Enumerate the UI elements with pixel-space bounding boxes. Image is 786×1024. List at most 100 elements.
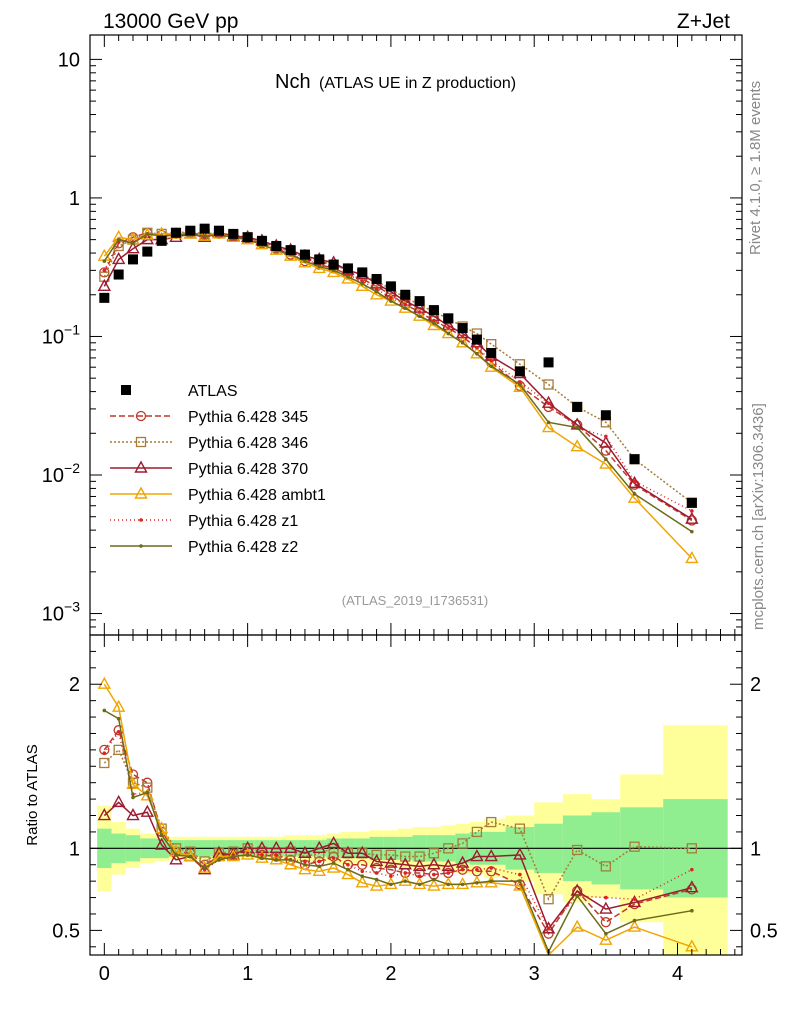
x-tick-label: 3: [529, 963, 540, 985]
atlas-data-point: [199, 223, 210, 234]
ratio-point-5: [374, 877, 379, 882]
series-point-4: [690, 509, 694, 513]
series-point-5: [317, 264, 322, 269]
ratio-point-5: [690, 908, 694, 913]
ratio-point-5: [317, 864, 322, 869]
series-point-3: [541, 420, 556, 433]
ratio-point-5: [518, 879, 522, 883]
atlas-data-point: [170, 227, 181, 238]
atlas-data-point: [600, 410, 611, 421]
series-line-2: [103, 232, 693, 520]
ratio-point-2: [441, 858, 455, 872]
ratio-y-tick-label-right: 2: [750, 674, 761, 696]
ratio-point-4: [489, 866, 494, 870]
ratio-point-2: [326, 835, 341, 849]
ratio-series: [97, 676, 699, 955]
ratio-point-2: [484, 849, 498, 862]
ratio-point-0: [600, 917, 612, 928]
rivet-label: Rivet 4.1.0, ≥ 1.8M events: [747, 81, 764, 255]
ratio-point-5: [389, 882, 393, 887]
series-point-2: [126, 241, 140, 254]
series-point-5: [690, 529, 694, 534]
ratio-point-2: [154, 837, 169, 850]
atlas-data-point: [256, 235, 267, 246]
ratio-point-5: [331, 861, 336, 865]
ratio-point-5: [188, 854, 193, 859]
legend-atlas-marker: [121, 385, 131, 395]
series-point-5: [389, 299, 393, 303]
series-point-3: [484, 359, 498, 372]
y-tick-label: 10: [58, 49, 80, 71]
series-line-1: [103, 230, 693, 504]
atlas-data-point: [543, 357, 554, 368]
ratio-point-2: [355, 845, 369, 858]
ratio-point-1: [471, 826, 483, 838]
series-point-5: [403, 306, 408, 310]
atlas-data-point: [572, 401, 583, 412]
series-point-3: [441, 326, 455, 339]
ratio-point-3: [97, 676, 112, 689]
ratio-point-2: [599, 901, 613, 914]
ratio-point-2: [111, 794, 126, 808]
ratio-point-2: [627, 895, 642, 908]
x-tick-label: 2: [385, 963, 396, 985]
ratio-point-2: [197, 862, 212, 875]
legend: ATLAS Pythia 6.428 345 Pythia 6.428 346 Pyt…: [110, 383, 326, 556]
ratio-point-4: [432, 872, 436, 877]
legend-label-4: Pythia 6.428 z1: [188, 513, 298, 530]
ratio-point-1: [400, 851, 411, 862]
atlas-data-point: [457, 323, 468, 334]
atlas-data-point: [385, 281, 396, 292]
ratio-point-4: [116, 730, 121, 734]
atlas-data-point: [471, 334, 482, 345]
ratio-point-5: [575, 894, 580, 898]
series-point-5: [360, 281, 365, 286]
legend-label-3: Pythia 6.428 ambt1: [188, 487, 326, 504]
ratio-point-4: [303, 859, 307, 864]
ratio-point-1: [514, 823, 526, 834]
atlas-data-point: [443, 313, 454, 324]
x-tick-label: 4: [672, 963, 683, 985]
ratio-point-1: [99, 757, 110, 769]
series-point-4: [475, 345, 479, 350]
ratio-point-5: [274, 858, 279, 862]
series-point-4: [417, 310, 422, 314]
x-tick-label: 1: [242, 963, 253, 985]
ratio-point-4: [274, 853, 279, 857]
ratio-series-clip: [97, 676, 699, 955]
ratio-point-2: [269, 840, 283, 854]
atlas-data-point: [514, 366, 525, 377]
ratio-point-5: [131, 795, 135, 800]
y-tick-label: 1: [69, 188, 80, 210]
ratio-point-3: [341, 867, 355, 880]
ratio-point-1: [457, 838, 468, 849]
legend-marker-4: [139, 518, 143, 522]
ratio-point-5: [432, 877, 436, 882]
ratio-point-3: [111, 699, 126, 712]
ratio-point-1: [371, 849, 382, 861]
atlas-data-point: [686, 497, 697, 508]
ratio-point-5: [245, 853, 250, 857]
ratio-point-3: [369, 878, 384, 891]
series-point-4: [604, 434, 608, 439]
atlas-data-point: [357, 267, 368, 278]
ratio-line-3: [103, 683, 693, 955]
series-point-5: [346, 274, 350, 279]
ratio-point-4: [389, 874, 393, 879]
series-point-4: [446, 326, 451, 330]
ratio-point-5: [446, 882, 451, 887]
ratio-ylabel: Ratio to ATLAS: [24, 744, 41, 845]
ratio-point-3: [312, 863, 326, 877]
ratio-point-2: [384, 855, 398, 868]
series-point-2: [541, 395, 556, 408]
ratio-point-5: [489, 879, 494, 883]
series-point-1: [543, 379, 554, 390]
atlas-data-point: [400, 289, 411, 300]
atlas-data-point: [142, 246, 153, 257]
ratio-point-2: [513, 847, 527, 860]
atlas-data-point: [486, 347, 497, 358]
ratio-point-5: [417, 882, 422, 887]
ratio-point-5: [231, 854, 236, 859]
ratio-point-5: [288, 858, 293, 862]
ratio-point-3: [283, 857, 298, 870]
